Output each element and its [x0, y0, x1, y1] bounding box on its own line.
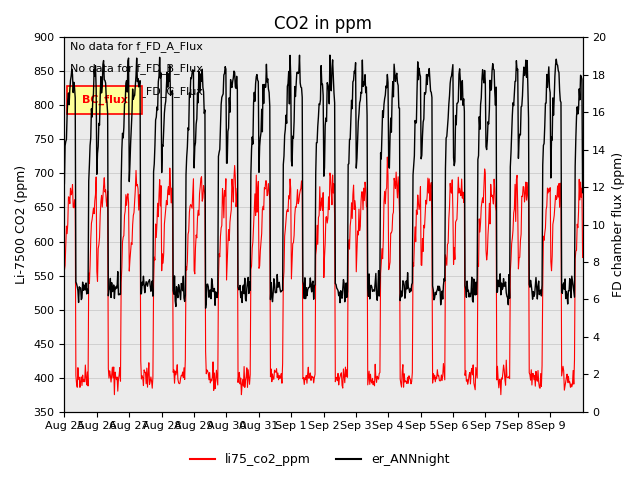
FancyBboxPatch shape	[67, 86, 142, 114]
Text: BC_flux: BC_flux	[82, 95, 127, 105]
Legend: li75_co2_ppm, er_ANNnight: li75_co2_ppm, er_ANNnight	[186, 448, 454, 471]
Y-axis label: FD chamber flux (ppm): FD chamber flux (ppm)	[612, 152, 625, 297]
Text: No data for f_FD_A_Flux: No data for f_FD_A_Flux	[70, 41, 202, 52]
Title: CO2 in ppm: CO2 in ppm	[275, 15, 372, 33]
Text: No data for f_FD_C_Flux: No data for f_FD_C_Flux	[70, 86, 203, 97]
Y-axis label: Li-7500 CO2 (ppm): Li-7500 CO2 (ppm)	[15, 165, 28, 284]
Text: No data for f_FD_B_Flux: No data for f_FD_B_Flux	[70, 63, 202, 74]
